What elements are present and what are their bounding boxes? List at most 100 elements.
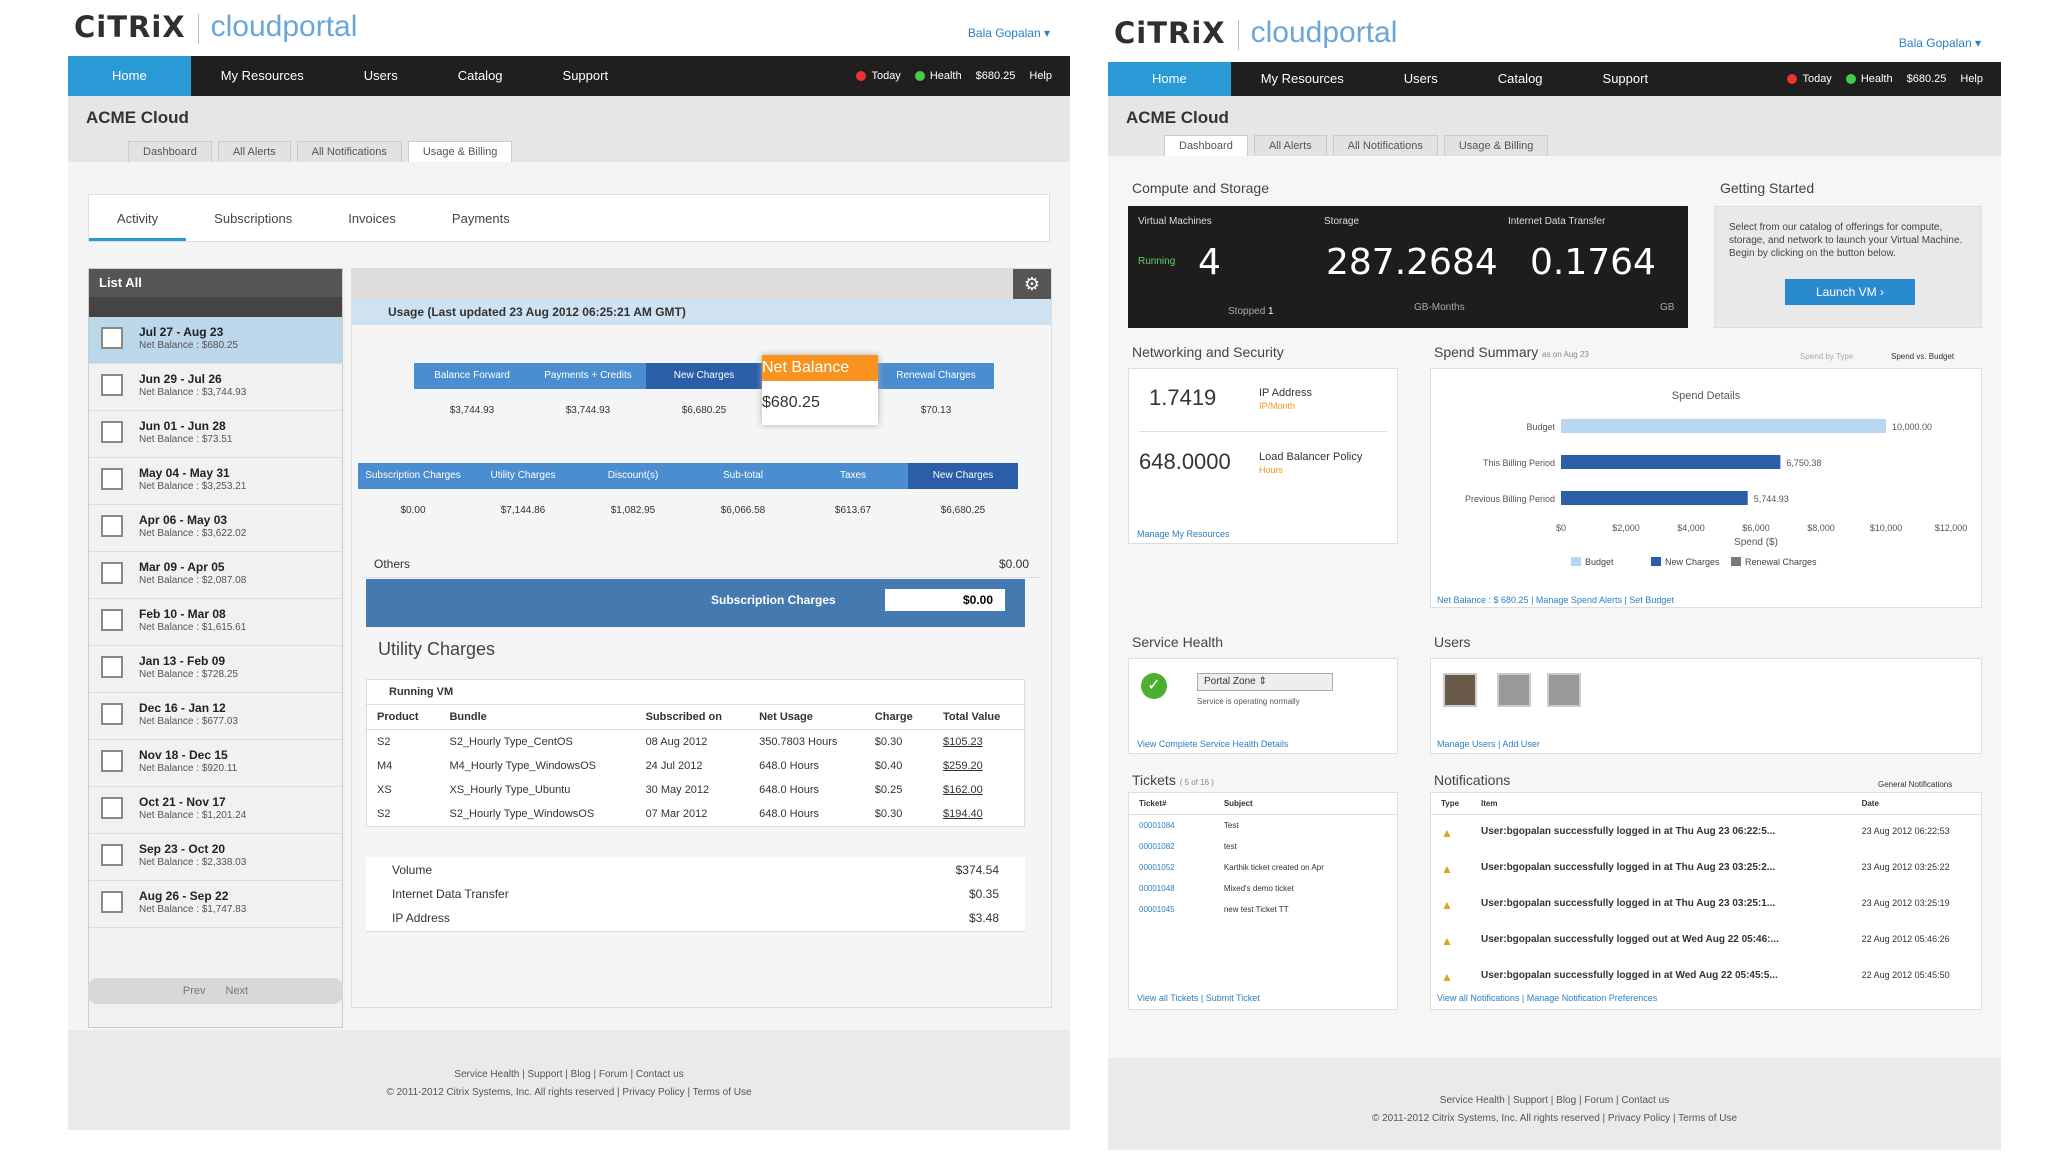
billing-period-item[interactable]: Aug 26 - Sep 22 Net Balance : $1,747.83 <box>89 881 342 928</box>
notification-type[interactable]: General Notifications <box>1878 780 1953 789</box>
user-menu[interactable]: Bala Gopalan ▾ <box>1898 36 1981 50</box>
tab-activity[interactable]: Activity <box>89 195 187 241</box>
utility-charges-title: Utility Charges <box>378 639 496 659</box>
nav-catalog[interactable]: Catalog <box>1497 71 1543 86</box>
next-button[interactable]: Next <box>225 985 249 997</box>
billing-period-item[interactable]: Oct 21 - Nov 17 Net Balance : $1,201.24 <box>89 787 342 834</box>
footer-links[interactable]: Service Health | Support | Blog | Forum … <box>454 1069 684 1080</box>
nav-home[interactable]: Home <box>68 56 191 96</box>
health-details-link[interactable]: View Complete Service Health Details <box>1137 739 1289 749</box>
billing-period-item[interactable]: May 04 - May 31 Net Balance : $3,253.21 <box>89 458 342 505</box>
nav-support[interactable]: Support <box>562 68 609 83</box>
others-row[interactable]: Others $0.00 <box>362 551 1041 578</box>
notification-row[interactable]: ▲ User:bgopalan successfully logged out a… <box>1431 923 1981 959</box>
table-cell: 648.0 Hours <box>759 808 820 820</box>
citrix-logo: CiTRiX <box>74 10 186 44</box>
today-link[interactable]: Today <box>1787 73 1832 85</box>
billing-period-item[interactable]: Apr 06 - May 03 Net Balance : $3,622.02 <box>89 505 342 552</box>
ticket-row[interactable]: 00001084 Test <box>1129 815 1397 837</box>
table-cell[interactable]: $105.23 <box>942 736 983 748</box>
billing-period-item[interactable]: Jun 29 - Jul 26 Net Balance : $3,744.93 <box>89 364 342 411</box>
gear-icon[interactable]: ⚙ <box>1013 269 1051 299</box>
table-row[interactable]: S2 S2_Hourly Type_CentOS 08 Aug 2012 350.78… <box>367 730 1024 755</box>
nav-my-resources[interactable]: My Resources <box>220 68 304 83</box>
ticket-id[interactable]: 00001048 <box>1139 884 1175 893</box>
billing-period-item[interactable]: Jun 01 - Jun 28 Net Balance : $73.51 <box>89 411 342 458</box>
billing-period-item[interactable]: Mar 09 - Apr 05 Net Balance : $2,087.08 <box>89 552 342 599</box>
tab-all-notifications[interactable]: All Notifications <box>296 141 402 162</box>
tab-usage-billing[interactable]: Usage & Billing <box>1443 135 1549 156</box>
zone-select[interactable]: Portal Zone ⇕ <box>1197 673 1333 691</box>
help-link[interactable]: Help <box>1029 70 1052 82</box>
user-avatar[interactable] <box>1547 673 1581 707</box>
ticket-row[interactable]: 00001082 test <box>1129 836 1397 857</box>
table-row[interactable]: XS XS_Hourly Type_Ubuntu 30 May 2012 648.0 … <box>367 778 1024 802</box>
nav-catalog[interactable]: Catalog <box>457 68 503 83</box>
user-avatar[interactable] <box>1443 673 1477 707</box>
charge-cell: Discount(s) $1,082.95 <box>578 463 688 533</box>
footer-links[interactable]: Service Health | Support | Blog | Forum … <box>1439 1095 1670 1106</box>
utility-extra-row[interactable]: Volume $374.54 <box>366 857 1025 884</box>
billing-period-item[interactable]: Nov 18 - Dec 15 Net Balance : $920.11 <box>89 740 342 787</box>
ticket-id[interactable]: 00001052 <box>1139 863 1175 872</box>
billing-period-item[interactable]: Sep 23 - Oct 20 Net Balance : $2,338.03 <box>89 834 342 881</box>
notification-row[interactable]: ▲ User:bgopalan successfully logged in at… <box>1431 815 1981 852</box>
ticket-id[interactable]: 00001082 <box>1139 842 1175 851</box>
user-menu[interactable]: Bala Gopalan ▾ <box>967 26 1050 40</box>
table-cell[interactable]: $162.00 <box>942 784 983 796</box>
balance-link[interactable]: $680.25 <box>976 70 1016 82</box>
tickets-links[interactable]: View all Tickets | Submit Ticket <box>1137 993 1260 1003</box>
notification-row[interactable]: ▲ User:bgopalan successfully logged in at… <box>1431 887 1981 923</box>
spend-vs-budget-tab[interactable]: Spend vs. Budget <box>1891 352 1955 361</box>
table-row[interactable]: M4 M4_Hourly Type_WindowsOS 24 Jul 2012 648… <box>367 754 1024 778</box>
nav-support[interactable]: Support <box>1602 71 1649 86</box>
list-header[interactable]: List All <box>89 269 342 297</box>
tab-all-notifications[interactable]: All Notifications <box>1332 135 1438 156</box>
nav-my-resources[interactable]: My Resources <box>1260 71 1344 86</box>
notifications-links[interactable]: View all Notifications | Manage Notifica… <box>1437 993 1658 1003</box>
spend-links[interactable]: Net Balance : $ 680.25 | Manage Spend Al… <box>1437 595 1674 605</box>
manage-resources-link[interactable]: Manage My Resources <box>1137 529 1230 539</box>
table-cell: $0.30 <box>874 808 903 820</box>
launch-vm-button[interactable]: Launch VM › <box>1785 279 1915 305</box>
tab-usage-billing[interactable]: Usage & Billing <box>407 141 513 162</box>
nav-right: Today Health $680.25 Help <box>856 70 1052 82</box>
nav-home[interactable]: Home <box>1108 62 1231 96</box>
users-links[interactable]: Manage Users | Add User <box>1437 739 1540 749</box>
spend-title: Spend Summary as on Aug 23 <box>1434 344 1589 360</box>
ticket-id[interactable]: 00001045 <box>1139 905 1175 914</box>
prev-button[interactable]: Prev <box>182 985 206 997</box>
utility-extra-row[interactable]: Internet Data Transfer $0.35 <box>366 881 1025 908</box>
tab-dashboard[interactable]: Dashboard <box>1164 135 1248 156</box>
tab-subscriptions[interactable]: Subscriptions <box>214 211 293 226</box>
billing-period-item[interactable]: Dec 16 - Jan 12 Net Balance : $677.03 <box>89 693 342 740</box>
nav-users[interactable]: Users <box>363 68 398 83</box>
tab-invoices[interactable]: Invoices <box>348 211 396 226</box>
health-link[interactable]: Health <box>1845 73 1893 85</box>
balance-link[interactable]: $680.25 <box>1906 73 1947 85</box>
health-link[interactable]: Health <box>914 70 962 82</box>
tab-all-alerts[interactable]: All Alerts <box>1253 135 1327 156</box>
notification-row[interactable]: ▲ User:bgopalan successfully logged in at… <box>1431 851 1981 887</box>
ticket-row[interactable]: 00001045 new test Ticket TT <box>1129 899 1397 920</box>
table-cell[interactable]: $259.20 <box>942 760 983 772</box>
users-card: Manage Users | Add User <box>1430 658 1982 754</box>
billing-period-item[interactable]: Jul 27 - Aug 23 Net Balance : $680.25 <box>89 317 342 364</box>
nav-users[interactable]: Users <box>1403 71 1438 86</box>
ticket-row[interactable]: 00001052 Karthik ticket created on Apr <box>1129 857 1397 878</box>
utility-extra-row[interactable]: IP Address $3.48 <box>366 905 1025 932</box>
ticket-id[interactable]: 00001084 <box>1139 821 1175 830</box>
tab-all-alerts[interactable]: All Alerts <box>217 141 291 162</box>
spend-by-type-tab[interactable]: Spend by Type <box>1800 352 1854 361</box>
billing-period-item[interactable]: Feb 10 - Mar 08 Net Balance : $1,615.61 <box>89 599 342 646</box>
help-link[interactable]: Help <box>1960 73 1983 85</box>
ticket-row[interactable]: 00001048 Mixed's demo ticket <box>1129 878 1397 899</box>
table-cell[interactable]: $194.40 <box>942 808 983 820</box>
tab-payments[interactable]: Payments <box>451 211 510 226</box>
table-row[interactable]: S2 S2_Hourly Type_WindowsOS 07 Mar 2012 648… <box>367 802 1024 826</box>
billing-period-item[interactable]: Jan 13 - Feb 09 Net Balance : $728.25 <box>89 646 342 693</box>
tab-dashboard[interactable]: Dashboard <box>128 141 212 162</box>
notification-row[interactable]: ▲ User:bgopalan successfully logged in at… <box>1431 959 1981 995</box>
user-avatar[interactable] <box>1497 673 1531 707</box>
today-link[interactable]: Today <box>856 70 901 82</box>
